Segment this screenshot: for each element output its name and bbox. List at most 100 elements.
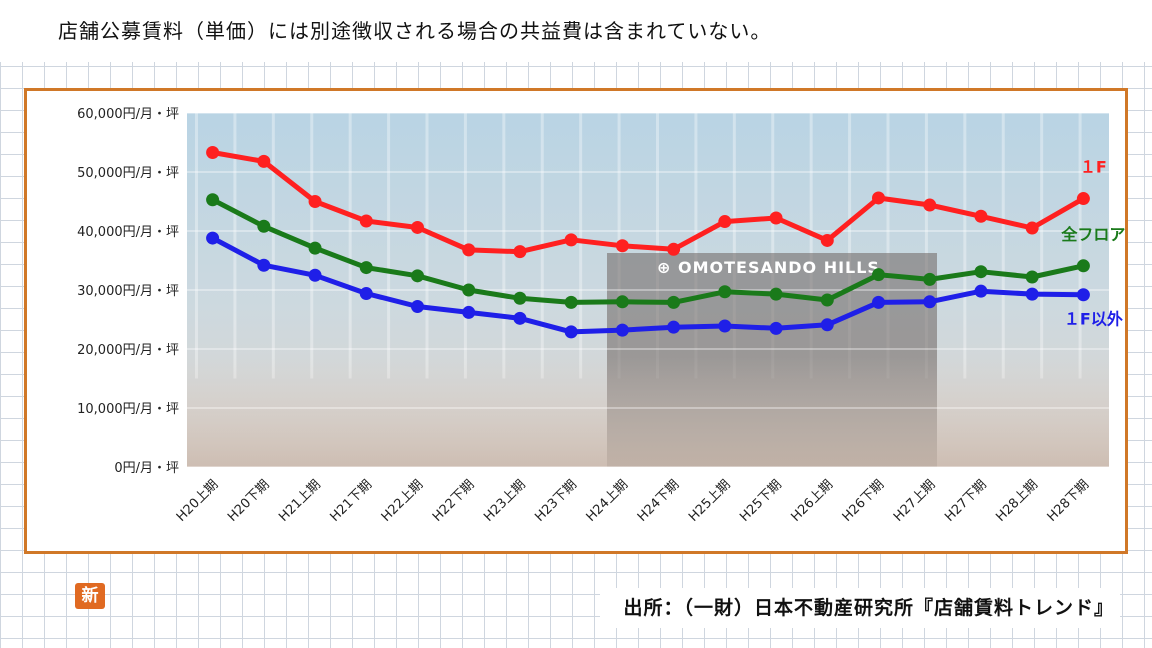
photo-window-mullion (348, 113, 352, 379)
x-tick-label: H24下期 (635, 477, 683, 525)
photo-window-mullion (233, 113, 237, 379)
photo-window-mullion (963, 113, 967, 379)
photo-window-mullion (694, 113, 698, 379)
x-tick-label: H28上期 (993, 477, 1041, 525)
new-badge: 新 (75, 583, 105, 609)
data-point (974, 265, 988, 279)
x-tick-label: H28下期 (1045, 477, 1093, 525)
data-point (667, 242, 681, 256)
data-point (1025, 221, 1039, 235)
y-tick-label: 10,000円/月・坪 (77, 402, 179, 417)
data-point (872, 268, 885, 282)
data-point (1076, 288, 1090, 302)
data-point (1076, 192, 1090, 206)
photo-window-mullion (579, 113, 583, 379)
series-label: １F (1080, 158, 1107, 177)
x-tick-label: H24上期 (584, 477, 632, 525)
data-point (769, 287, 783, 301)
data-point (257, 219, 271, 233)
y-tick-label: 40,000円/月・坪 (77, 225, 179, 240)
y-tick-label: 0円/月・坪 (114, 461, 179, 476)
x-tick-label: H26下期 (840, 477, 888, 525)
data-point (974, 209, 988, 223)
data-point (769, 321, 783, 335)
data-point (923, 295, 937, 309)
photo-sign: ⊕ OMOTESANDO HILLS (657, 258, 880, 277)
data-point (872, 191, 885, 205)
data-point (513, 291, 527, 305)
photo-window-mullion (1040, 113, 1044, 379)
note-text: 店舗公募賃料（単価）には別途徴収される場合の共益費は含まれていない。 (0, 0, 1152, 62)
photo-window-mullion (387, 113, 391, 379)
line-chart: ⊕ OMOTESANDO HILLS 0円/月・坪 10,000円/月・坪 20,00… (77, 107, 1125, 525)
data-point (769, 211, 783, 225)
data-point (1025, 287, 1039, 301)
data-point (462, 243, 476, 257)
data-point (462, 305, 476, 319)
data-point (411, 269, 424, 283)
x-tick-label: H23下期 (532, 477, 580, 525)
data-point (462, 283, 476, 297)
photo-window-mullion (195, 113, 198, 379)
series-line (210, 150, 1086, 255)
data-point (615, 323, 629, 337)
data-point (359, 287, 373, 301)
data-point (411, 300, 424, 314)
data-point (206, 231, 220, 245)
data-point (513, 245, 527, 259)
photo-window-mullion (886, 113, 890, 379)
data-point (718, 285, 732, 299)
photo-window-mullion (809, 113, 813, 379)
x-tick-label: H21上期 (276, 477, 324, 525)
photo-window-mullion (271, 113, 275, 379)
data-point (820, 233, 834, 247)
data-point (718, 319, 732, 333)
photo-window-mullion (771, 113, 775, 379)
data-point (615, 295, 629, 309)
photo-window-mullion (848, 113, 852, 379)
source-text: 出所：（一財）日本不動産研究所『店舗賃料トレンド』 (600, 588, 1120, 628)
chart-frame: ⊕ OMOTESANDO HILLS 0円/月・坪 10,000円/月・坪 20,00… (24, 88, 1128, 609)
data-point (308, 268, 322, 282)
y-tick-label: 50,000円/月・坪 (77, 166, 179, 181)
data-point (359, 261, 373, 275)
data-point (872, 295, 885, 309)
data-point (718, 215, 732, 229)
data-point (564, 325, 578, 339)
photo-window-mullion (502, 113, 506, 379)
photo-street (187, 357, 1109, 467)
x-tick-label: H22上期 (379, 477, 427, 525)
series-label: 全フロア (1060, 225, 1125, 244)
data-point (820, 293, 834, 307)
photo-window-mullion (732, 113, 736, 379)
series-line (210, 197, 1086, 305)
data-point (974, 284, 988, 298)
photo-window-mullion (1001, 113, 1005, 379)
data-point (359, 214, 373, 228)
x-tick-label: H25下期 (737, 477, 785, 525)
series-label: １F以外 (1064, 310, 1123, 329)
data-point (564, 233, 578, 247)
data-point (257, 258, 271, 272)
data-point (257, 154, 271, 168)
data-point (667, 295, 681, 309)
data-point (820, 318, 834, 332)
data-point (923, 198, 937, 212)
x-tick-label: H26上期 (788, 477, 836, 525)
series-line (210, 235, 1086, 335)
y-tick-label: 20,000円/月・坪 (77, 343, 179, 358)
data-point (308, 241, 322, 255)
photo-window-mullion (1078, 113, 1082, 379)
data-point (667, 320, 681, 334)
x-tick-label: H25上期 (686, 477, 734, 525)
x-tick-label: H20下期 (225, 477, 273, 525)
data-point (1025, 270, 1039, 284)
photo-window-mullion (924, 113, 928, 379)
y-tick-label: 30,000円/月・坪 (77, 284, 179, 299)
x-tick-label: H23上期 (481, 477, 529, 525)
data-point (564, 295, 578, 309)
x-tick-label: H27上期 (891, 477, 939, 525)
x-tick-label: H27下期 (942, 477, 990, 525)
data-point (1076, 259, 1090, 273)
data-point (411, 220, 424, 234)
